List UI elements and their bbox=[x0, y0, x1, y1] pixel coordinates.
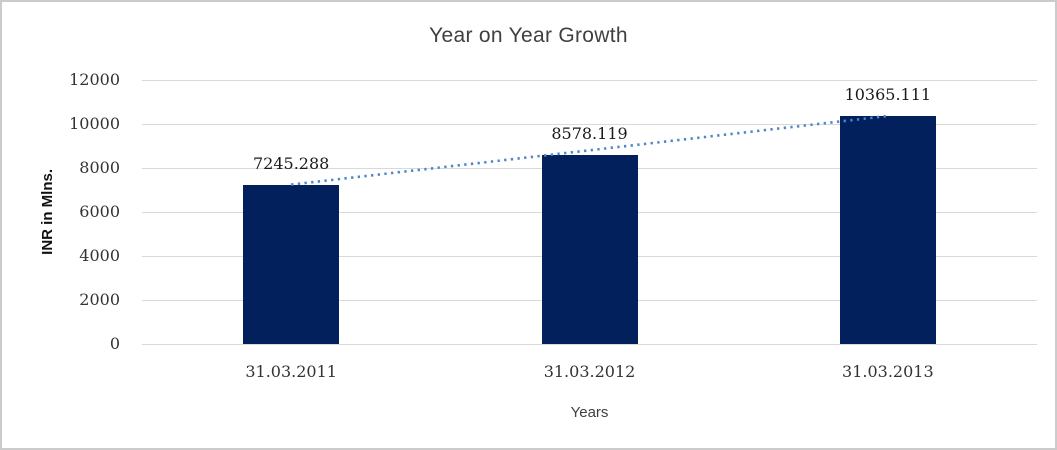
gridline bbox=[142, 124, 1037, 125]
x-tick-label: 31.03.2011 bbox=[245, 362, 337, 381]
gridline bbox=[142, 80, 1037, 81]
y-tick-label: 6000 bbox=[79, 202, 120, 221]
y-tick-label: 10000 bbox=[69, 114, 120, 133]
y-tick-label: 2000 bbox=[79, 290, 120, 309]
bar-value-label: 7245.288 bbox=[252, 153, 330, 173]
y-tick-label: 0 bbox=[109, 334, 120, 353]
y-tick-label: 8000 bbox=[79, 158, 120, 177]
plot-area bbox=[142, 80, 1037, 345]
chart-title: Year on Year Growth bbox=[429, 24, 628, 47]
gridline bbox=[142, 344, 1037, 345]
x-tick-label: 31.03.2012 bbox=[543, 362, 636, 381]
bar bbox=[243, 184, 340, 344]
trendline bbox=[291, 114, 888, 186]
x-axis-title: Years bbox=[570, 404, 609, 421]
y-tick-label: 4000 bbox=[79, 246, 120, 265]
bar bbox=[839, 115, 936, 344]
bar bbox=[541, 155, 638, 344]
x-tick-label: 31.03.2013 bbox=[842, 362, 934, 381]
bar-value-label: 8578.119 bbox=[551, 124, 628, 144]
bar-value-label: 10365.111 bbox=[844, 84, 932, 104]
y-tick-label: 12000 bbox=[69, 70, 120, 89]
